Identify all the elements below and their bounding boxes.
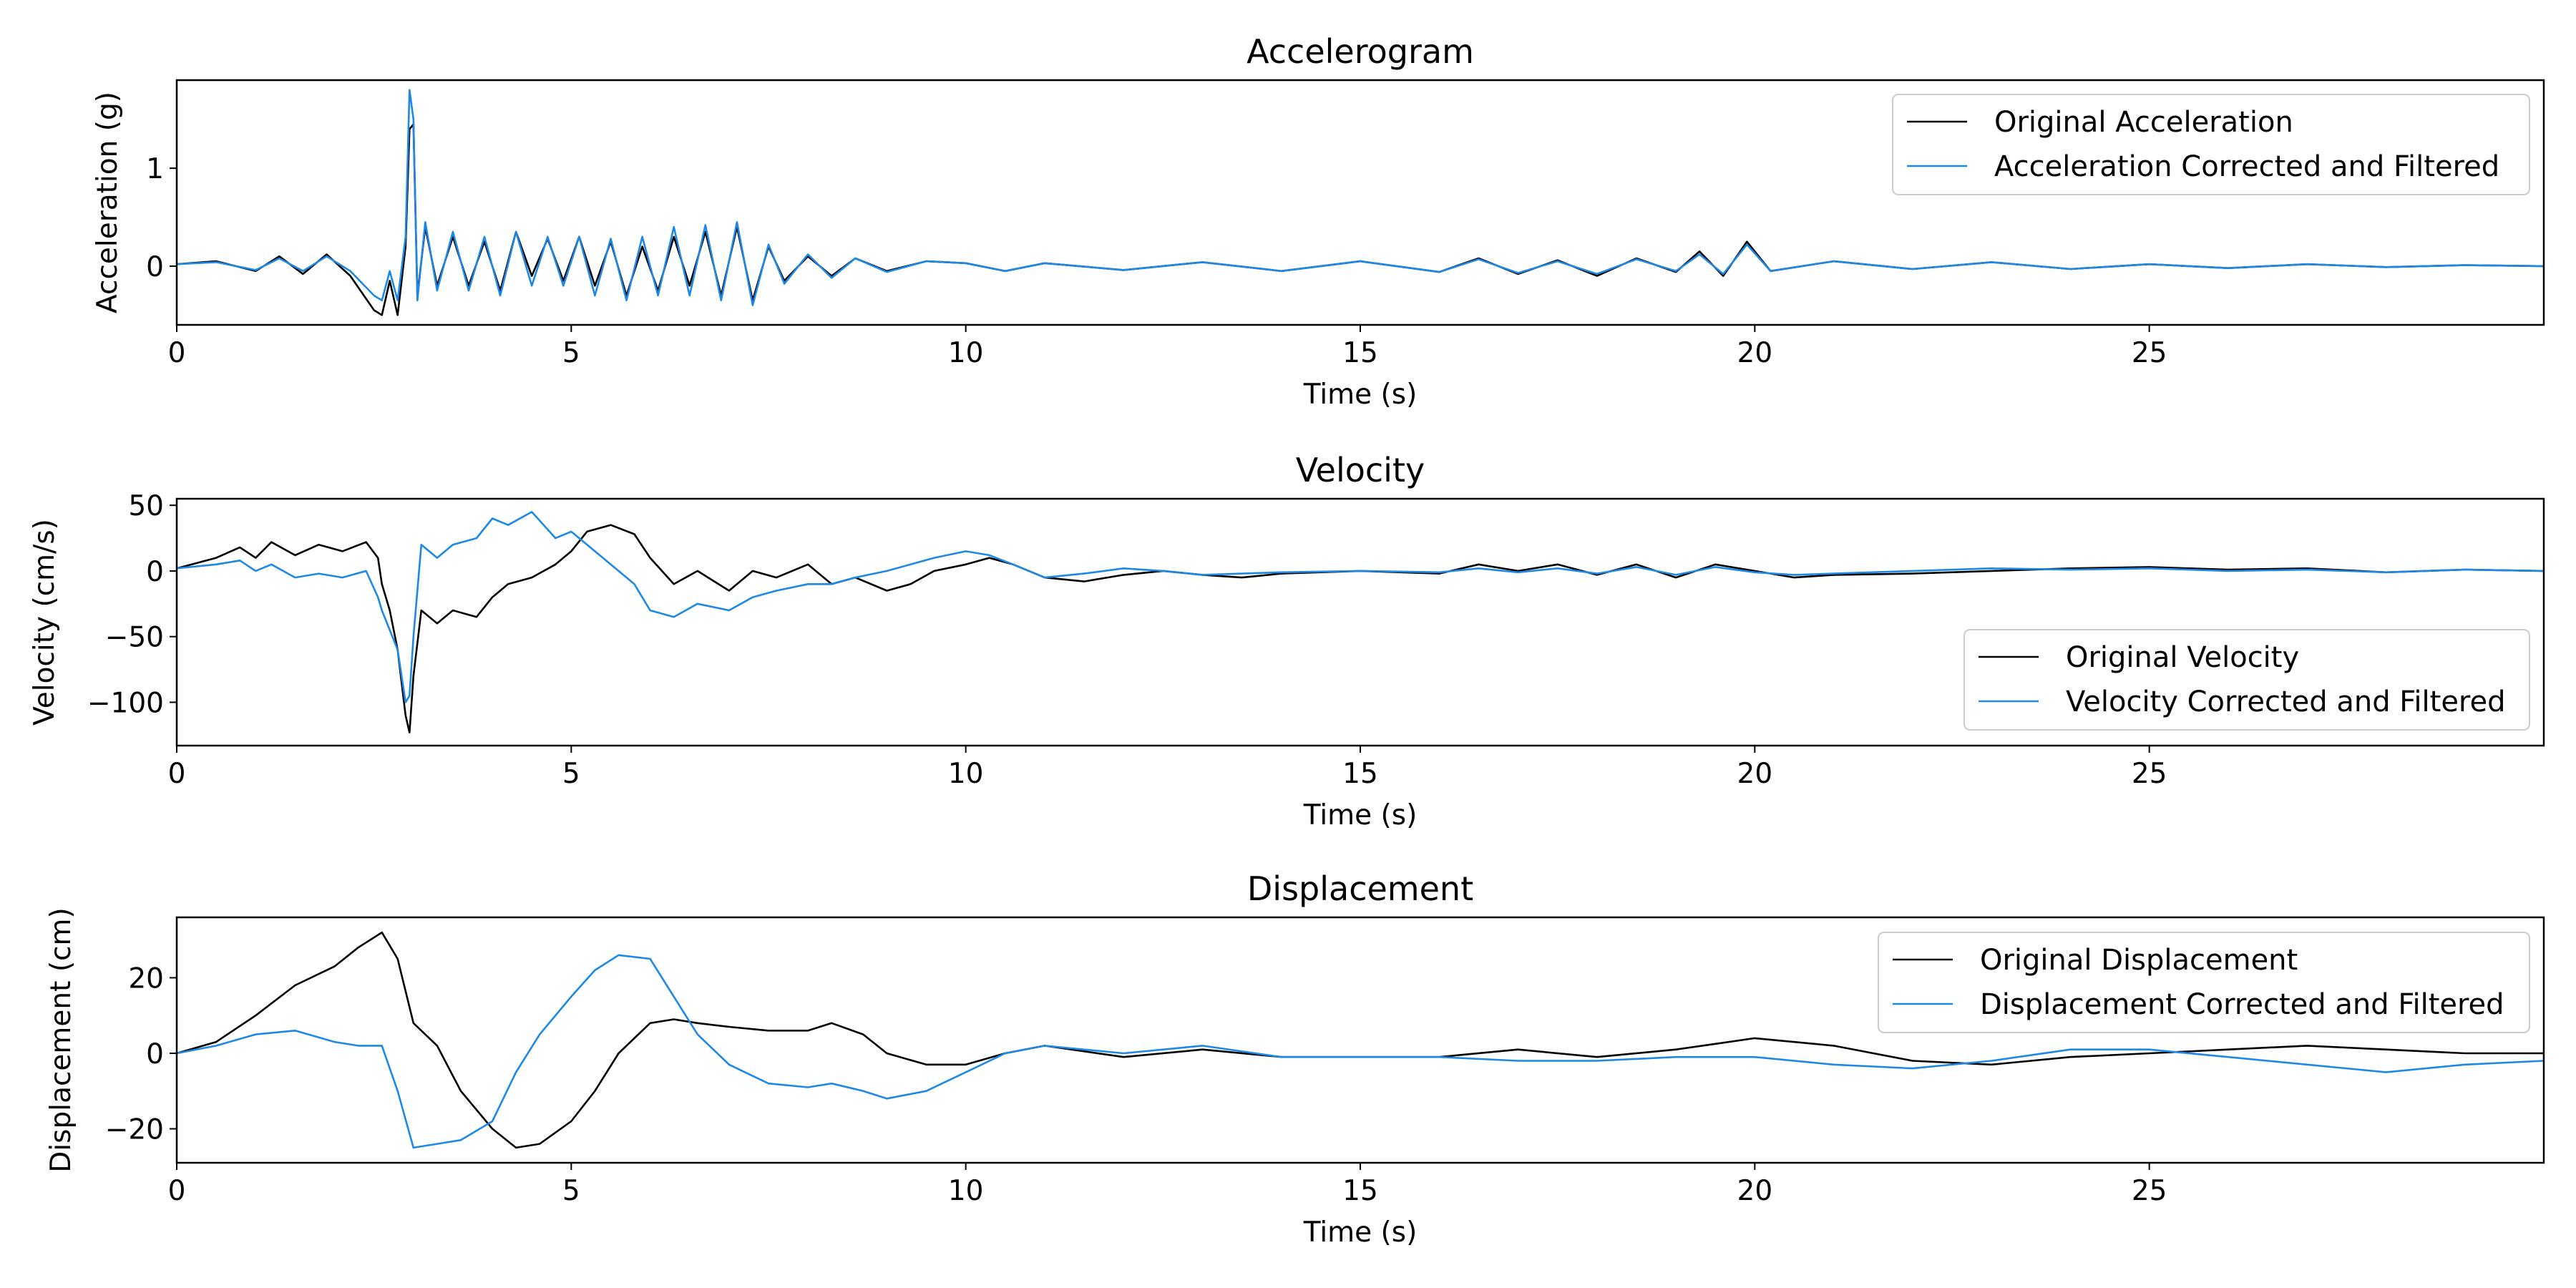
y-tick-label: −50: [105, 622, 164, 654]
chart-title: Displacement: [1247, 869, 1473, 908]
x-axis-label: Time (s): [1303, 799, 1418, 831]
legend: Original Displacement Displacement Correc…: [1878, 932, 2530, 1033]
chart-title: Accelerogram: [1246, 32, 1474, 71]
x-axis-label: Time (s): [1303, 379, 1418, 411]
x-tick-label: 0: [168, 1175, 186, 1207]
y-tick-label: 1: [146, 153, 164, 185]
series-line-2: [177, 89, 2544, 306]
x-tick-label: 20: [1737, 1175, 1773, 1207]
legend-label: Original Displacement: [1980, 944, 2298, 977]
legend-label: Displacement Corrected and Filtered: [1980, 988, 2504, 1021]
x-tick-label: 25: [2132, 337, 2167, 369]
y-tick-label: 0: [146, 556, 164, 588]
x-tick-label: 20: [1737, 758, 1773, 790]
chart-panel-1: Accelerogram 0 5 10 15 20 25 0 1 Time (s) Accelera…: [92, 32, 2545, 411]
x-tick-label: 10: [948, 337, 984, 369]
chart-title: Velocity: [1296, 451, 1425, 489]
legend-label: Original Acceleration: [1994, 106, 2293, 139]
x-tick-label: 15: [1342, 1175, 1378, 1207]
x-tick-label: 15: [1342, 758, 1378, 790]
x-tick-label: 20: [1737, 337, 1773, 369]
legend-box: [1878, 932, 2530, 1033]
series-line-2: [177, 954, 2544, 1149]
series-line-2: [177, 511, 2544, 703]
y-tick-label: 0: [146, 251, 164, 283]
legend: Original Acceleration Acceleration Correc…: [1892, 94, 2530, 195]
y-axis-label: Displacement (cm): [45, 907, 77, 1172]
y-tick-label: −100: [87, 687, 164, 719]
x-tick-label: 5: [562, 1175, 580, 1207]
y-tick-label: 20: [128, 962, 164, 995]
x-tick-label: 25: [2132, 758, 2167, 790]
y-axis-label: Velocity (cm/s): [29, 519, 61, 726]
x-tick-label: 25: [2132, 1175, 2167, 1207]
x-tick-label: 0: [168, 758, 186, 790]
x-tick-label: 0: [168, 337, 186, 369]
legend-label: Velocity Corrected and Filtered: [2066, 686, 2506, 718]
legend-box: [1892, 94, 2530, 195]
y-tick-label: −20: [105, 1114, 164, 1146]
legend-label: Acceleration Corrected and Filtered: [1994, 150, 2499, 183]
y-axis-label: Acceleration (g): [92, 92, 124, 313]
legend-label: Original Velocity: [2066, 641, 2299, 674]
x-tick-label: 5: [562, 758, 580, 790]
series-line-1: [177, 931, 2544, 1149]
x-tick-label: 5: [562, 337, 580, 369]
x-tick-label: 10: [948, 758, 984, 790]
y-tick-label: 50: [128, 490, 164, 522]
chart-panel-2: Velocity 0 5 10 15 20 25 50 0 −50 −100 Time (s) Velo…: [29, 451, 2545, 831]
x-tick-label: 15: [1342, 337, 1378, 369]
legend-box: [1963, 629, 2530, 731]
legend: Original Velocity Velocity Corrected and …: [1963, 629, 2530, 731]
x-axis-label: Time (s): [1303, 1216, 1418, 1249]
x-tick-label: 10: [948, 1175, 984, 1207]
y-tick-label: 0: [146, 1038, 164, 1070]
